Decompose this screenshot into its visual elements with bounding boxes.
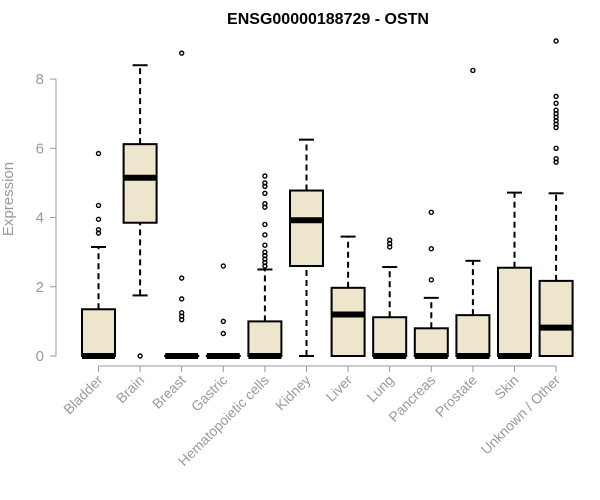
y-tick-label: 6 <box>36 140 44 157</box>
box-body <box>81 308 116 357</box>
outlier-point <box>262 180 268 186</box>
outlier-point <box>428 277 434 283</box>
outlier-point <box>470 67 476 74</box>
y-tick-label: 4 <box>36 210 44 227</box>
box-11 <box>497 191 532 359</box>
outlier-point <box>178 50 185 56</box>
x-tick-label: Brain <box>113 372 147 406</box>
box-5 <box>247 173 283 359</box>
box-8 <box>372 237 408 359</box>
x-tick-label: Bladder <box>60 372 106 418</box>
outlier-point <box>137 353 143 359</box>
box-3 <box>164 50 200 359</box>
outlier-point <box>387 237 393 243</box>
box-12 <box>538 38 574 357</box>
box-body <box>497 266 532 358</box>
box-10 <box>455 67 491 359</box>
outlier-point <box>553 155 559 162</box>
outlier-point <box>95 226 102 233</box>
boxes <box>81 38 574 359</box>
box-9 <box>413 209 449 359</box>
outlier-point <box>262 242 268 248</box>
outlier-point <box>553 107 559 113</box>
outlier-point <box>220 330 227 337</box>
outlier-point <box>262 190 268 197</box>
outlier-point <box>220 318 227 325</box>
y-tick-label: 2 <box>36 279 44 296</box>
y-tick-label: 0 <box>36 348 44 365</box>
box-body <box>289 189 324 268</box>
outlier-point <box>553 93 559 100</box>
outlier-point <box>262 232 268 238</box>
outlier-point <box>428 245 434 252</box>
box-body <box>247 320 283 357</box>
y-tick-label: 8 <box>36 71 44 88</box>
y-axis-label: Expression <box>0 162 17 236</box>
outlier-point <box>553 38 559 44</box>
y-axis: 0 2 4 6 8 <box>36 71 57 365</box>
x-tick-label: Prostate <box>432 372 480 420</box>
x-tick-label: Liver <box>322 372 355 405</box>
box-2 <box>122 64 158 359</box>
outlier-point <box>95 150 102 157</box>
outlier-point <box>262 249 268 255</box>
box-body <box>413 327 449 357</box>
box-body <box>455 314 491 357</box>
box-body <box>372 316 408 358</box>
x-tick-label: Unknown / Other <box>478 372 564 458</box>
box-4 <box>205 263 241 359</box>
outlier-point <box>95 202 102 209</box>
outlier-point <box>178 275 185 281</box>
outlier-point <box>220 263 227 269</box>
outlier-point <box>428 209 434 216</box>
box-1 <box>81 150 116 359</box>
x-tick-label: Skin <box>491 372 522 403</box>
outlier-point <box>262 200 268 207</box>
x-tick-label: Kidney <box>272 372 314 414</box>
x-tick-label: Lung <box>363 372 396 405</box>
outlier-point <box>553 145 559 152</box>
box-6 <box>289 138 324 357</box>
outlier-point <box>553 100 559 107</box>
box-body <box>538 279 574 357</box>
outlier-point <box>262 221 268 228</box>
box-body <box>330 286 366 357</box>
box-7 <box>330 235 366 357</box>
box-body <box>122 143 158 224</box>
x-tick-label: Breast <box>149 372 189 412</box>
outlier-point <box>178 296 185 302</box>
outlier-point <box>95 216 102 222</box>
outlier-point <box>262 173 268 179</box>
chart-title: ENSG00000188729 - OSTN <box>227 11 429 28</box>
outlier-point <box>178 310 185 316</box>
